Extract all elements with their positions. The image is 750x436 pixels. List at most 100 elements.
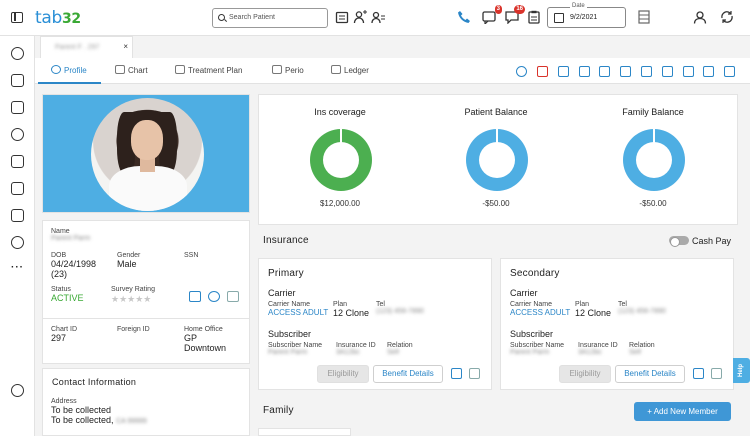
upload-cloud-icon[interactable] [558, 66, 569, 77]
payments-icon[interactable] [11, 182, 24, 195]
date-label: Date [570, 3, 587, 9]
gender-field: Gender Male [117, 252, 141, 269]
date-picker[interactable]: Date 9/2/2021 [547, 3, 626, 28]
open-patient-tab[interactable]: Parent F . 297 × [40, 36, 133, 58]
eligibility-button[interactable]: Eligibility [559, 365, 611, 383]
secondary-insurance-card: Secondary Carrier Carrier Name ACCESS ADU… [500, 258, 734, 390]
messages-icon[interactable]: 3 [482, 5, 502, 26]
office-building-icon[interactable] [637, 10, 651, 24]
sync-icon[interactable] [720, 10, 734, 24]
chat-badge: 16 [514, 5, 525, 14]
family-balance: Family Balance -$50.00 [622, 107, 685, 208]
contact-info-card: Contact Information Address To be collec… [42, 368, 250, 436]
patient-search-input[interactable]: Search Patient [212, 8, 328, 28]
benefit-details-button[interactable]: Benefit Details [373, 365, 443, 383]
home-icon[interactable] [579, 66, 590, 77]
status-circle-icon[interactable] [516, 66, 527, 77]
foreign-id-field: Foreign ID [117, 326, 150, 333]
alert-card-icon[interactable] [537, 66, 548, 77]
records-icon[interactable] [11, 209, 24, 222]
tab-treatment-plan[interactable]: Treatment Plan [175, 65, 242, 75]
trash-icon[interactable] [227, 291, 239, 302]
left-nav-rail: ··· [0, 36, 35, 436]
tab-perio[interactable]: Perio [272, 65, 304, 75]
survey-rating-stars[interactable]: ★★★★★ [111, 294, 152, 304]
mobile-icon[interactable] [11, 155, 24, 168]
cash-pay-toggle[interactable] [669, 236, 689, 247]
camera-icon[interactable] [189, 291, 201, 302]
sidebar-toggle-icon[interactable] [11, 12, 23, 23]
ins-coverage-ring [310, 129, 372, 191]
add-patient-icon[interactable] [353, 10, 367, 24]
add-new-member-button[interactable]: + Add New Member [634, 402, 731, 421]
messages-badge: 3 [494, 5, 502, 14]
insurance-id-field: Insurance ID 3A12bc [336, 342, 376, 356]
dashboard-icon[interactable] [11, 47, 24, 60]
ssn-field: SSN [184, 252, 199, 259]
patient-photo-card [42, 94, 250, 213]
edit-icon[interactable] [451, 368, 462, 379]
ledger-icon [331, 65, 341, 74]
eligibility-button[interactable]: Eligibility [317, 365, 369, 383]
user-edit-icon[interactable] [208, 291, 220, 302]
settings-gear-icon[interactable] [11, 236, 24, 249]
profile-icon [51, 65, 61, 74]
user-settings-icon[interactable] [703, 66, 714, 77]
primary-title: Primary [268, 268, 304, 279]
reports-icon[interactable] [11, 101, 24, 114]
insurance-title: Insurance [263, 235, 309, 246]
calendar-list-icon[interactable] [335, 10, 349, 24]
patient-balance: Patient Balance -$50.00 [464, 107, 528, 208]
tab-profile[interactable]: Profile [51, 65, 87, 75]
relation-field: Relation Self [387, 342, 413, 356]
picture-icon[interactable] [724, 66, 735, 77]
app-logo[interactable]: tab32 [35, 8, 81, 28]
benefit-details-button[interactable]: Benefit Details [615, 365, 685, 383]
contact-info-title: Contact Information [52, 377, 137, 387]
carrier-name-field: Carrier Name ACCESS ADULT [510, 301, 571, 317]
dob-field: DOB 04/24/1998 (23) [51, 252, 97, 279]
chart-id-field: Chart ID 297 [51, 326, 78, 343]
active-tab-indicator [38, 82, 101, 84]
browser-window-icon[interactable] [683, 66, 694, 77]
clipboard-icon[interactable] [527, 10, 541, 24]
tab-chart[interactable]: Chart [115, 65, 148, 75]
patient-list-icon[interactable] [371, 10, 385, 24]
phone-icon[interactable] [457, 10, 471, 24]
family-title: Family [263, 405, 294, 416]
chat-icon[interactable]: 16 [505, 5, 525, 25]
family-member-card[interactable] [258, 428, 351, 436]
subscriber-name-field: Subscriber Name Parent Parm [268, 342, 323, 356]
user-account-icon[interactable] [693, 10, 707, 24]
edit-note-icon[interactable] [599, 66, 610, 77]
gallery-icon[interactable] [662, 66, 673, 77]
billing-dollar-icon[interactable] [11, 128, 24, 141]
name-field: Name Parent Parm [51, 228, 91, 242]
date-value: 9/2/2021 [570, 14, 598, 21]
edit-icon[interactable] [693, 368, 704, 379]
address-field: Address To be collected To be collected,… [51, 398, 147, 425]
patient-balance-ring [466, 129, 528, 191]
perio-icon [272, 65, 282, 74]
help-question-icon[interactable] [11, 384, 24, 397]
close-icon[interactable]: × [123, 42, 128, 51]
patient-avatar[interactable] [91, 98, 204, 211]
insurance-id-field: Insurance ID 3A12bc [578, 342, 618, 356]
secondary-title: Secondary [510, 268, 560, 279]
upload-icon[interactable] [641, 66, 652, 77]
balances-card: Ins coverage $12,000.00 Patient Balance … [258, 94, 738, 225]
help-tab[interactable]: Help [733, 358, 750, 383]
search-icon [218, 14, 225, 21]
trash-icon[interactable] [469, 368, 480, 379]
tel-field: Tel (123) 456-7890 [618, 301, 666, 315]
carrier-name-field: Carrier Name ACCESS ADULT [268, 301, 329, 317]
home-office-field: Home Office GP Downtown [184, 326, 227, 353]
image-icon[interactable] [620, 66, 631, 77]
tab-ledger[interactable]: Ledger [331, 65, 369, 75]
trash-icon[interactable] [711, 368, 722, 379]
survey-rating-label: Survey Rating [111, 286, 155, 293]
more-dots-icon[interactable]: ··· [11, 262, 24, 273]
schedule-icon[interactable] [11, 74, 24, 87]
treatment-plan-icon [175, 65, 185, 74]
ins-coverage-balance: Ins coverage $12,000.00 [280, 107, 400, 208]
